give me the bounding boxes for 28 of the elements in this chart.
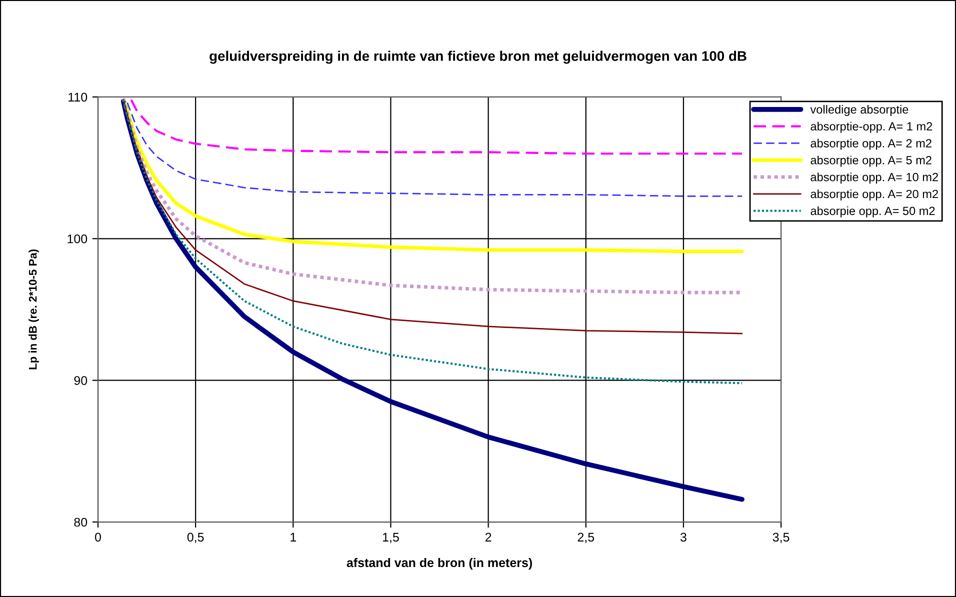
line-series — [122, 98, 744, 384]
line-series — [124, 102, 744, 254]
y-tick-label: 90 — [74, 376, 88, 385]
chart-title: geluidverspreiding in de ruimte van fictieve bron met geluidvermogen van 100 dB — [210, 50, 746, 64]
line-series — [120, 98, 744, 502]
line-series — [130, 98, 744, 155]
x-tick-label: 2 — [485, 532, 492, 542]
line-series — [122, 99, 743, 334]
x-tick-label: 0,5 — [187, 532, 204, 544]
legend-label: absorpie opp. A= 50 m2 — [810, 206, 935, 218]
legend-label: absorptie opp. A= 10 m2 — [810, 172, 938, 184]
y-tick-label: 80 — [74, 518, 88, 527]
legend-label: absorptie-opp. A= 1 m2 — [810, 122, 932, 133]
line-series — [126, 102, 743, 197]
x-axis-title: afstand van de bron (in meters) — [346, 558, 532, 570]
x-tick-label: 2,5 — [578, 532, 594, 544]
legend-label: absorptie opp. A= 5 m2 — [810, 156, 932, 167]
legend-label: absorptie opp. A= 2 m2 — [810, 138, 932, 150]
y-tick-label: 100 — [68, 234, 88, 244]
x-tick-label: 1 — [290, 532, 296, 542]
x-tick-label: 3 — [680, 532, 686, 542]
x-tick-label: 1,5 — [382, 532, 399, 544]
y-tick-label: 110 — [68, 92, 88, 102]
y-axis-title: Lp in dB (re. 2*10-5 Pa) — [28, 250, 39, 370]
legend-label: absorptie opp. A= 20 m2 — [810, 190, 938, 201]
x-tick-label: 3,5 — [772, 532, 790, 544]
legend-label: volledige absorptie — [810, 104, 908, 116]
x-tick-label: 0 — [95, 532, 101, 542]
